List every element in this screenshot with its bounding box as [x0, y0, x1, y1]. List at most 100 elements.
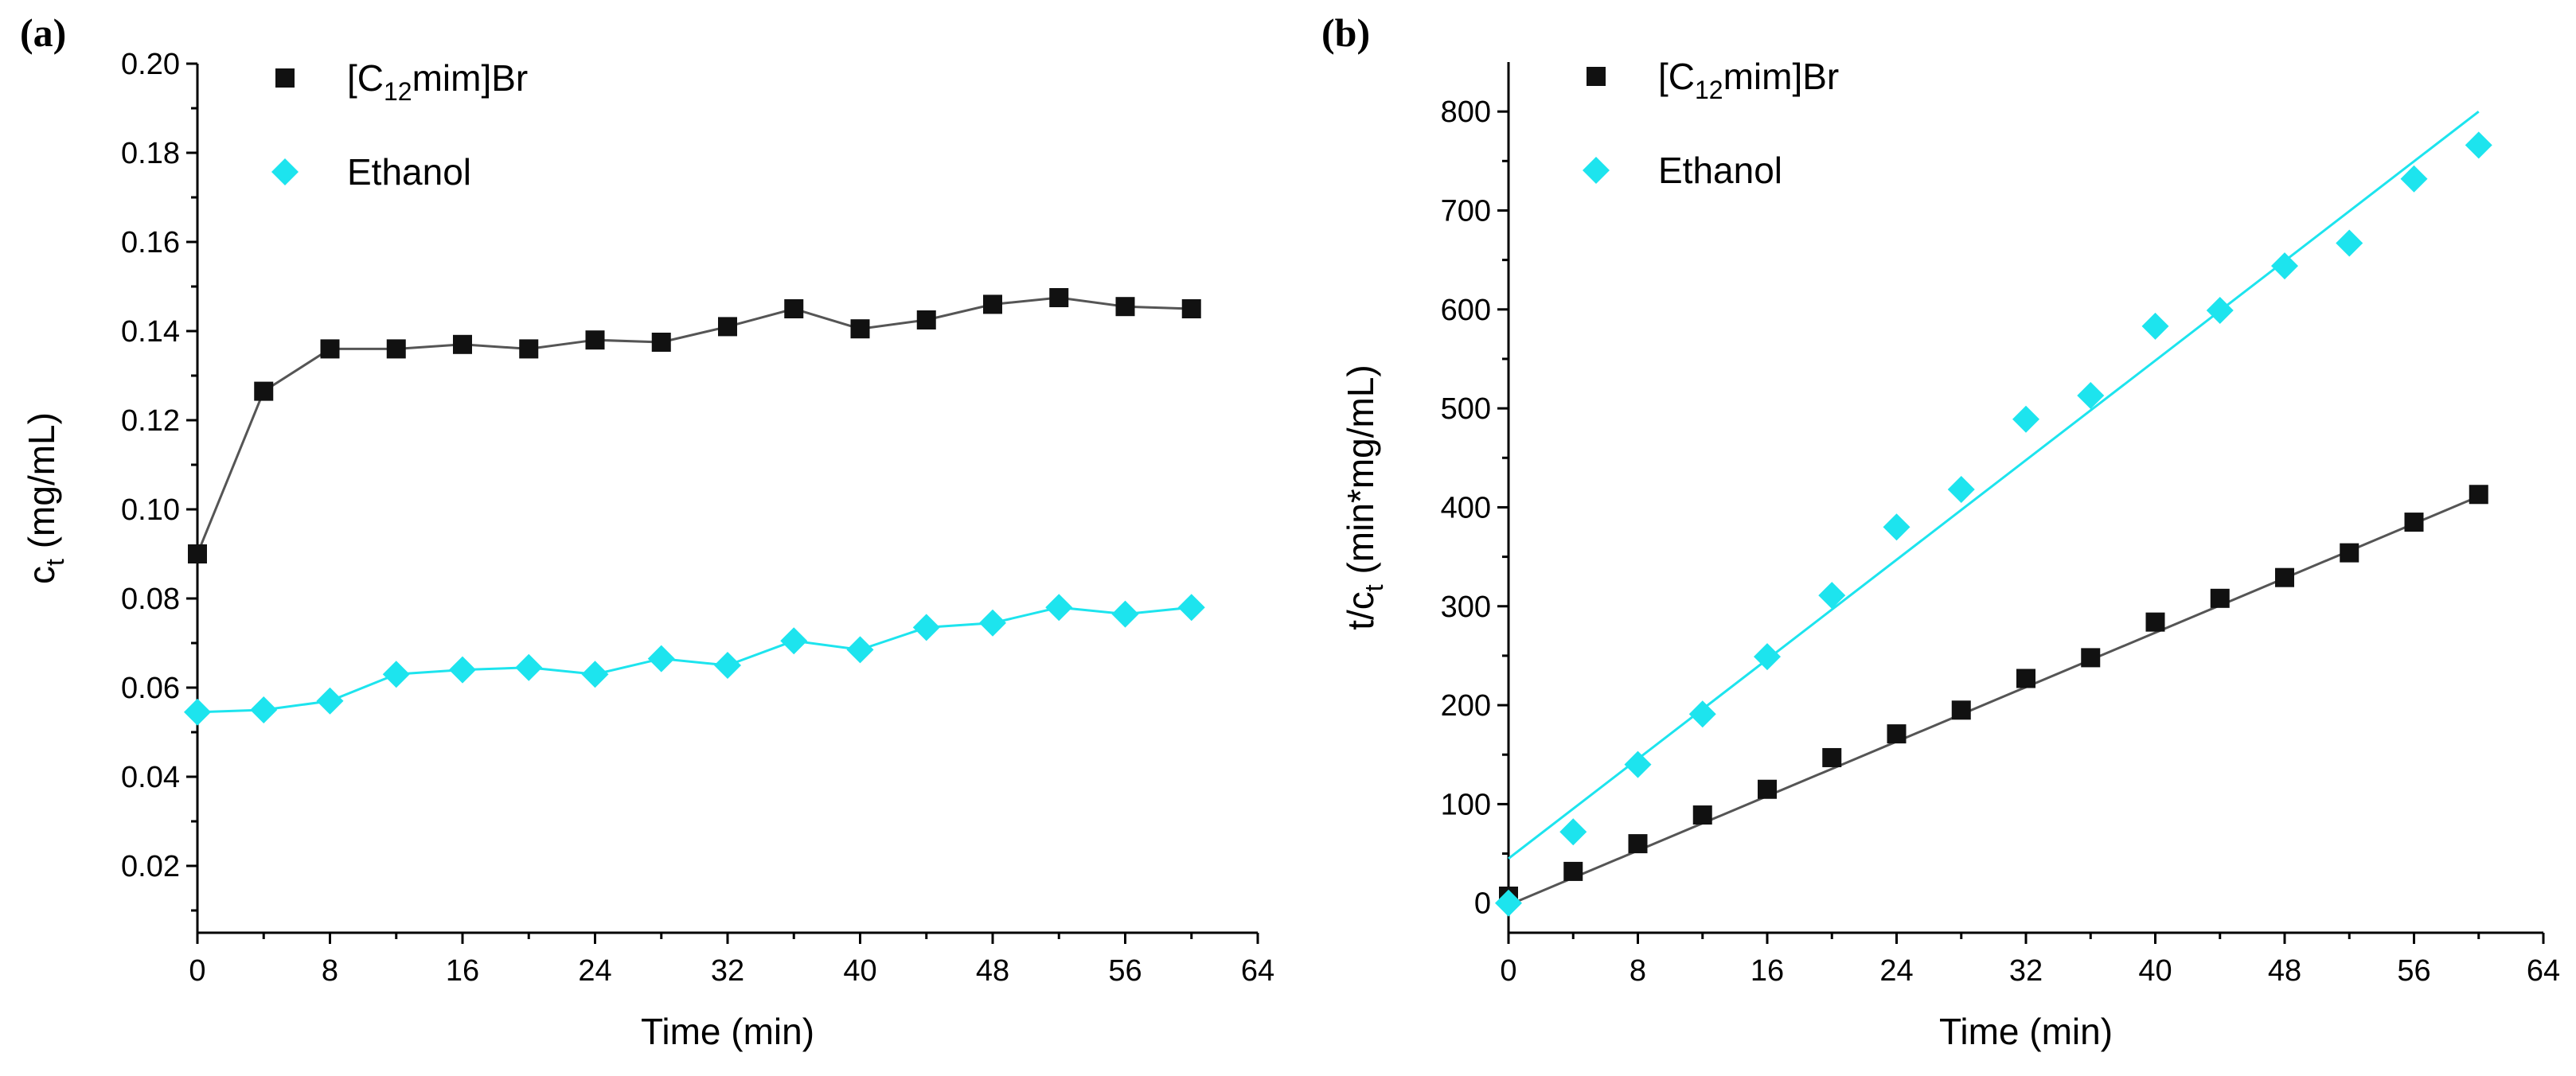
data-point-diamond: [1495, 889, 1522, 917]
data-point-diamond: [581, 661, 609, 688]
x-tick-label: 0: [1500, 954, 1516, 988]
y-tick-label: 200: [1441, 689, 1491, 723]
x-tick-label: 32: [711, 954, 744, 988]
data-point-square: [1951, 700, 1971, 720]
data-point-diamond: [2271, 252, 2298, 280]
y-tick-label: 800: [1441, 96, 1491, 129]
x-axis-title: Time (min): [1939, 1011, 2113, 1052]
data-point-square: [784, 299, 804, 318]
legend-label: [C12mim]Br: [1658, 56, 1839, 104]
y-tick-label: 300: [1441, 591, 1491, 624]
y-tick-label: 0.14: [121, 315, 180, 349]
data-point-diamond: [1818, 582, 1846, 610]
data-point-diamond: [2012, 405, 2039, 433]
panel-letter-a: (a): [20, 10, 66, 55]
x-tick-label: 64: [1241, 954, 1274, 988]
y-tick-label: 0.20: [121, 48, 180, 81]
data-point-diamond: [2400, 165, 2428, 193]
y-tick-label: 0.02: [121, 850, 180, 883]
data-point-square: [2275, 567, 2294, 587]
x-tick-label: 64: [2527, 954, 2560, 988]
y-axis-title-sub: t: [41, 559, 69, 566]
data-point-square: [2016, 669, 2035, 688]
x-tick-label: 0: [189, 954, 205, 988]
y-tick-label: 0.08: [121, 583, 180, 616]
data-point-diamond: [2336, 229, 2363, 257]
x-tick-label: 16: [1751, 954, 1784, 988]
data-point-square: [1822, 747, 1842, 767]
x-tick-label: 56: [1108, 954, 1142, 988]
data-point-square: [1692, 805, 1712, 825]
data-point-square: [1049, 288, 1069, 307]
legend-label: [C12mim]Br: [347, 57, 528, 106]
y-tick-label: 0.06: [121, 672, 180, 705]
y-axis-title-suffix: (min*mg/mL): [1340, 365, 1381, 584]
data-point-diamond: [780, 627, 808, 655]
y-tick-label: 0.18: [121, 137, 180, 170]
legend-label-sub: 12: [384, 77, 412, 106]
data-point-diamond: [846, 636, 874, 664]
data-point-square: [2340, 543, 2359, 563]
legend-marker-diamond: [1583, 157, 1610, 184]
y-axis-title: t/ct (min*mg/mL): [1340, 365, 1388, 630]
data-point-diamond: [2206, 297, 2234, 325]
legend-label-sub: 12: [1695, 76, 1723, 104]
x-tick-label: 56: [2397, 954, 2430, 988]
data-point-square: [1181, 299, 1201, 318]
data-point-diamond: [1688, 700, 1716, 728]
x-tick-label: 24: [578, 954, 611, 988]
y-tick-label: 400: [1441, 491, 1491, 524]
x-tick-label: 8: [322, 954, 338, 988]
x-tick-label: 8: [1630, 954, 1646, 988]
x-tick-label: 16: [446, 954, 479, 988]
data-point-diamond: [1754, 643, 1781, 671]
chart-b: 0 8 16 24 32 40 48 56 64 0 100 200 300 400 500 600 700 80…: [1340, 56, 2560, 1052]
data-point-square: [1563, 861, 1583, 881]
y-tick-label: 700: [1441, 194, 1491, 228]
y-tick-label: 0.04: [121, 761, 180, 794]
data-point-square: [1758, 779, 1777, 799]
x-tick-label: 24: [1879, 954, 1913, 988]
fit-line: [1508, 495, 2480, 906]
data-point-diamond: [912, 614, 940, 641]
data-point-square: [386, 339, 406, 359]
series-line: [197, 606, 1192, 714]
data-point-square: [519, 339, 539, 359]
data-point-diamond: [449, 656, 476, 684]
data-point-square: [1115, 297, 1135, 317]
data-point-square: [453, 334, 472, 354]
data-point-diamond: [250, 696, 278, 723]
data-point-diamond: [1883, 513, 1911, 541]
chart-a: 0 8 16 24 32 40 48 56 64 0.02 0.04 0.06 0.08 0.10 0.12…: [21, 48, 1274, 1052]
data-point-diamond: [515, 653, 543, 681]
data-point-diamond: [1111, 600, 1139, 628]
data-point-square: [2469, 485, 2488, 505]
legend-marker-square: [1587, 67, 1606, 86]
data-point-diamond: [979, 609, 1006, 637]
legend-marker-diamond: [271, 158, 299, 185]
data-point-square: [1628, 834, 1648, 854]
data-point-square: [718, 317, 737, 337]
data-point-diamond: [184, 698, 211, 726]
x-tick-label: 48: [976, 954, 1009, 988]
legend-label: Ethanol: [1658, 150, 1782, 191]
data-point-square: [2210, 588, 2230, 608]
data-point-square: [2145, 612, 2165, 632]
y-tick-label: 0.16: [121, 226, 180, 259]
legend-label-main: [C: [347, 57, 384, 99]
data-point-diamond: [647, 645, 675, 672]
data-point-square: [188, 544, 207, 563]
data-point-diamond: [1947, 476, 1975, 504]
y-axis-title-sub: t: [1360, 584, 1388, 591]
x-tick-label: 40: [843, 954, 876, 988]
y-axis-title-main: c: [21, 566, 62, 584]
y-axis-title-suffix: (mg/mL): [21, 412, 62, 559]
data-point-square: [585, 330, 605, 350]
data-point-square: [850, 319, 870, 339]
y-tick-label: 0.10: [121, 493, 180, 527]
data-point-diamond: [1559, 818, 1587, 846]
data-point-diamond: [382, 661, 410, 688]
data-point-diamond: [1177, 594, 1205, 622]
legend-label-main: [C: [1658, 56, 1695, 97]
